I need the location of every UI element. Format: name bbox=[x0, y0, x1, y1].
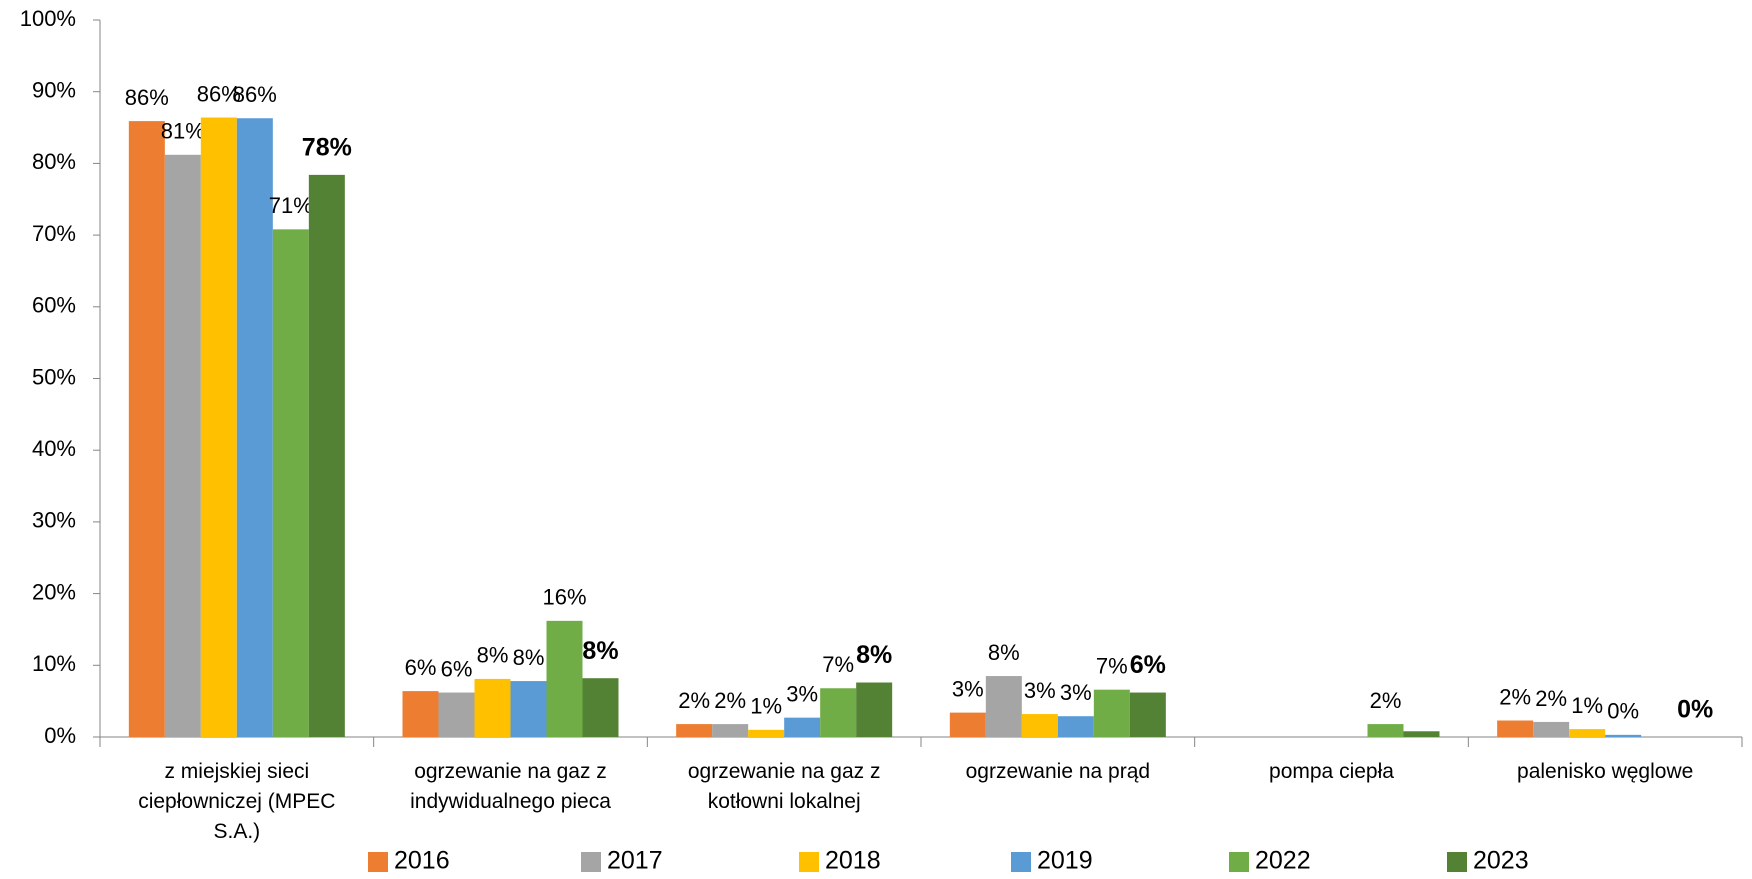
bar bbox=[748, 729, 785, 737]
data-label: 2% bbox=[678, 688, 710, 713]
bar bbox=[1533, 721, 1570, 737]
bar bbox=[712, 724, 749, 737]
data-label: 2% bbox=[1499, 684, 1531, 709]
bar bbox=[1497, 720, 1534, 737]
legend-swatch bbox=[581, 852, 601, 872]
data-label: 8% bbox=[477, 643, 509, 668]
bar bbox=[856, 682, 893, 737]
x-tick-label: ogrzewanie na prąd bbox=[965, 760, 1151, 783]
y-tick-label: 30% bbox=[32, 508, 76, 533]
legend-label: 2016 bbox=[394, 847, 450, 875]
legend-swatch bbox=[799, 852, 819, 872]
data-label: 8% bbox=[582, 637, 618, 665]
bar bbox=[820, 688, 857, 737]
legend-swatch bbox=[1011, 852, 1031, 872]
y-tick-label: 40% bbox=[32, 436, 76, 461]
data-label: 2% bbox=[1535, 686, 1567, 711]
bar bbox=[1021, 714, 1058, 737]
data-label: 3% bbox=[786, 681, 818, 706]
x-tick-label: pompa ciepła bbox=[1269, 760, 1394, 783]
bar bbox=[402, 691, 439, 737]
data-label: 2% bbox=[714, 688, 746, 713]
legend-label: 2019 bbox=[1037, 847, 1093, 875]
data-label: 2% bbox=[1370, 688, 1402, 713]
bar bbox=[236, 118, 273, 737]
bar bbox=[1367, 724, 1404, 737]
data-label: 0% bbox=[1607, 699, 1639, 724]
legend-swatch bbox=[1447, 852, 1467, 872]
y-tick-label: 70% bbox=[32, 221, 76, 246]
bar bbox=[1129, 692, 1166, 737]
data-label: 3% bbox=[952, 676, 984, 701]
data-label: 6% bbox=[405, 655, 437, 680]
bar bbox=[200, 117, 237, 737]
bar bbox=[676, 724, 713, 737]
bar bbox=[949, 712, 986, 737]
y-tick-label: 60% bbox=[32, 293, 76, 318]
data-label: 81% bbox=[161, 119, 205, 144]
data-label: 86% bbox=[197, 81, 241, 106]
legend-label: 2018 bbox=[825, 847, 881, 875]
bar bbox=[1569, 729, 1606, 737]
data-label: 7% bbox=[822, 652, 854, 677]
x-tick-label: z miejskiej sieci ciepłowniczej (MPEC S.… bbox=[138, 760, 336, 843]
data-label: 8% bbox=[856, 641, 892, 669]
bar bbox=[1403, 731, 1440, 737]
x-tick-label: palenisko węglowe bbox=[1517, 760, 1694, 783]
data-label: 86% bbox=[233, 82, 277, 107]
data-label: 3% bbox=[1060, 680, 1092, 705]
legend-label: 2017 bbox=[607, 847, 663, 875]
bar bbox=[985, 676, 1022, 737]
data-label: 16% bbox=[542, 585, 586, 610]
legend-label: 2023 bbox=[1473, 847, 1529, 875]
legend-label: 2022 bbox=[1255, 847, 1311, 875]
bar bbox=[1605, 734, 1642, 737]
data-label: 78% bbox=[302, 133, 352, 161]
y-tick-label: 10% bbox=[32, 651, 76, 676]
bar bbox=[438, 692, 475, 737]
data-label: 0% bbox=[1677, 696, 1713, 724]
bar bbox=[308, 174, 345, 737]
data-label: 86% bbox=[125, 85, 169, 110]
data-label: 1% bbox=[750, 694, 782, 719]
legend-swatch bbox=[1229, 852, 1249, 872]
data-label: 7% bbox=[1096, 653, 1128, 678]
data-label: 1% bbox=[1571, 693, 1603, 718]
bar bbox=[164, 154, 201, 737]
data-label: 71% bbox=[269, 193, 313, 218]
y-tick-label: 90% bbox=[32, 78, 76, 103]
y-tick-label: 80% bbox=[32, 149, 76, 174]
y-tick-label: 100% bbox=[20, 6, 76, 31]
bar bbox=[272, 229, 309, 737]
data-label: 6% bbox=[441, 656, 473, 681]
x-tick-label: ogrzewanie na gaz z indywidualnego pieca bbox=[410, 760, 611, 813]
legend-swatch bbox=[368, 852, 388, 872]
data-label: 8% bbox=[988, 640, 1020, 665]
data-label: 8% bbox=[513, 645, 545, 670]
bar bbox=[510, 681, 547, 737]
bar bbox=[474, 678, 511, 737]
data-label: 3% bbox=[1024, 678, 1056, 703]
bar bbox=[128, 121, 165, 738]
bar bbox=[1057, 716, 1094, 737]
bar bbox=[1093, 689, 1130, 737]
y-tick-label: 0% bbox=[44, 723, 76, 748]
y-tick-label: 20% bbox=[32, 579, 76, 604]
x-tick-label: ogrzewanie na gaz z kotłowni lokalnej bbox=[687, 760, 881, 813]
y-tick-label: 50% bbox=[32, 364, 76, 389]
bar bbox=[546, 620, 583, 737]
bar bbox=[784, 717, 821, 737]
data-label: 6% bbox=[1130, 651, 1166, 679]
bar bbox=[582, 678, 619, 737]
